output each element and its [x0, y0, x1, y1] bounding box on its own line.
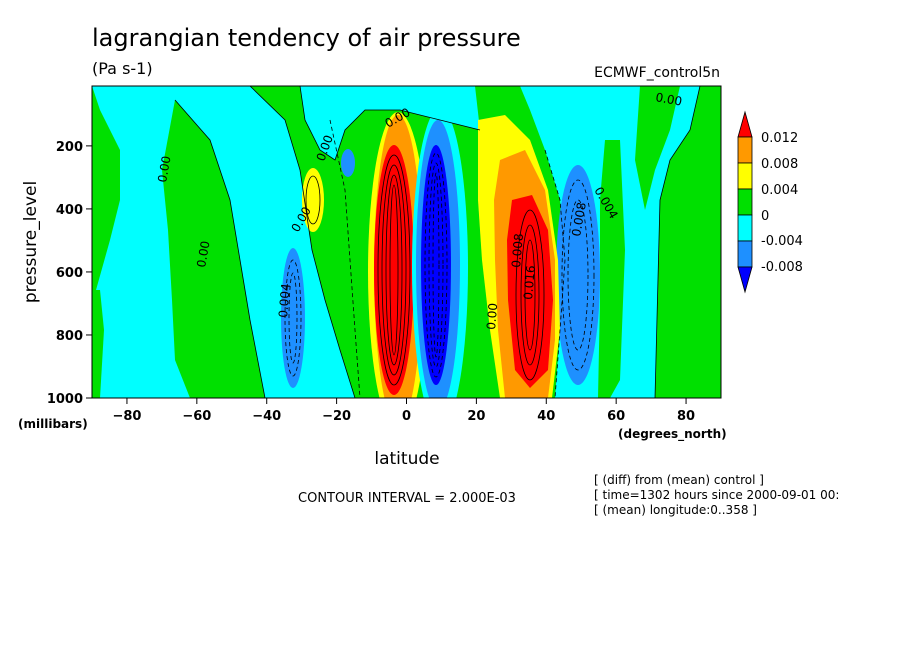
blue-cell-upper-south: [341, 149, 355, 177]
contour-south-blue-2: [288, 272, 298, 364]
colorbar-swatch-blue: [737, 240, 753, 268]
y-tick-label-3: 800: [56, 329, 83, 344]
info-line-2: [ time=1302 hours since 2000-09-01 00:: [594, 488, 839, 502]
contour-north-blue-1: [561, 179, 595, 371]
contour-lines: [174, 86, 701, 398]
y-tick-label-0: 200: [56, 140, 83, 155]
contour-red-3: [385, 174, 403, 366]
y-axis-title: pressure_level: [21, 181, 41, 303]
y-axis: 200 400 600 800 1000: [47, 140, 92, 407]
contour-label-8: 0.008: [509, 233, 526, 268]
contour-label-12: 0.00: [654, 90, 683, 108]
contour-south-yellow-1: [305, 175, 321, 225]
colorbar-swatch-green: [737, 188, 753, 216]
contour-blue-3: [432, 172, 440, 358]
contour-labels: 0.00 0.00 0.00 0.00 0.00 0.004 0.00 0.00…: [155, 90, 683, 330]
colorbar-swatch-cyan: [737, 214, 753, 242]
x-tick-label-2: −40: [252, 409, 281, 424]
dataset-label: ECMWF_control5n: [594, 65, 720, 81]
x-tick-label-5: 20: [467, 409, 485, 424]
contour-zero-south: [249, 86, 356, 398]
colorbar-swatch-orange: [737, 136, 753, 164]
contour-interval-text: CONTOUR INTERVAL = 2.000E-03: [298, 491, 516, 506]
contour-red-1: [377, 154, 411, 386]
contour-south-band: [329, 119, 361, 398]
x-units-label: (degrees_north): [618, 427, 727, 442]
colorbar: 0.012 0.008 0.004 0 -0.004 -0.008: [737, 110, 803, 294]
green-patch-north: [598, 140, 625, 398]
colorbar-top-arrow: [737, 110, 753, 138]
contour-north-blue-2: [567, 199, 589, 351]
colorbar-label-3: 0.004: [761, 183, 798, 198]
colorbar-label-1: 0.012: [761, 131, 798, 146]
x-axis-title: latitude: [374, 449, 439, 469]
x-tick-label-1: −60: [182, 409, 211, 424]
contour-label-1: 0.00: [155, 155, 173, 184]
cyan-region-tropical-top: [300, 86, 480, 160]
contour-midlat: [174, 99, 266, 398]
x-tick-label-6: 40: [537, 409, 555, 424]
x-tick-label-0: −80: [112, 409, 141, 424]
blue-cell-north: [556, 165, 600, 385]
chart-title: lagrangian tendency of air pressure: [92, 24, 521, 52]
colorbar-bottom-arrow: [737, 266, 753, 294]
colorbar-label-5: -0.004: [761, 234, 803, 249]
x-axis: −80 −60 −40 −20 0 20 40 60 80: [112, 398, 695, 424]
colorbar-label-6: -0.008: [761, 260, 803, 275]
contour-zero-north: [654, 86, 701, 398]
y-tick-label-2: 600: [56, 266, 83, 281]
y-tick-label-1: 400: [56, 203, 83, 218]
info-line-1: [ (diff) from (mean) control ]: [594, 473, 764, 487]
chart-units: (Pa s-1): [92, 59, 153, 78]
contour-north-red-3: [524, 239, 536, 351]
x-tick-label-3: −20: [322, 409, 351, 424]
deep-blue-core-tropical: [421, 145, 451, 385]
colorbar-label-4: 0: [761, 209, 769, 224]
contour-label-9: 0.016: [521, 265, 538, 300]
contour-north-red-2: [520, 224, 540, 366]
contour-label-10: 0.008: [569, 201, 589, 237]
info-line-3: [ (mean) longitude:0..358 ]: [594, 503, 757, 517]
red-core-tropical: [374, 145, 414, 395]
contour-south-blue-1: [284, 259, 302, 377]
colorbar-label-2: 0.008: [761, 157, 798, 172]
x-tick-label-8: 80: [677, 409, 695, 424]
contour-north-red-1: [515, 209, 545, 381]
contour-label-2: 0.00: [194, 240, 212, 269]
x-tick-label-4: 0: [402, 409, 411, 424]
contour-red-2: [381, 164, 407, 376]
green-patch-south: [92, 290, 104, 398]
green-patch-north-edge: [635, 86, 680, 210]
contour-label-6: 0.004: [276, 283, 293, 318]
contour-zero-tropical: [299, 86, 481, 161]
y-tick-label-4: 1000: [47, 392, 83, 407]
x-tick-label-7: 60: [607, 409, 625, 424]
contour-north-band: [544, 149, 566, 398]
contour-label-7: 0.00: [484, 302, 500, 330]
contour-blue-2: [428, 162, 444, 368]
y-units-label: (millibars): [18, 417, 88, 431]
plot-area: 0.00 0.00 0.00 0.00 0.00 0.004 0.00 0.00…: [92, 86, 721, 398]
green-patch-midlat: [162, 100, 265, 398]
contour-red-4: [389, 184, 399, 356]
contour-blue-1: [424, 152, 448, 378]
colorbar-swatch-yellow: [737, 162, 753, 190]
